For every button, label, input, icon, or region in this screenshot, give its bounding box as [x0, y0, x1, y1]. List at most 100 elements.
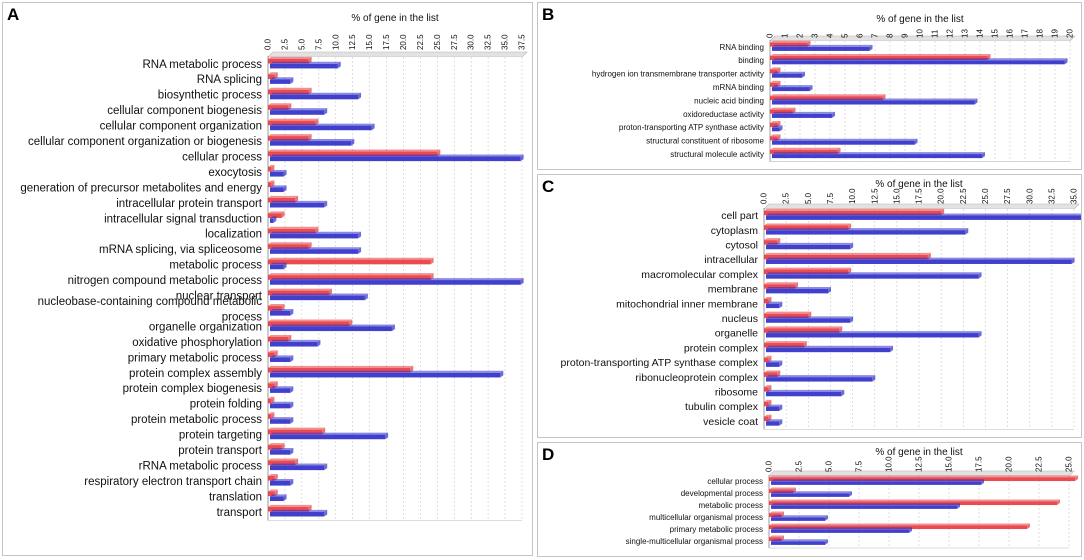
- bar-red-top: [268, 242, 312, 245]
- tick-label: 37.5: [518, 34, 527, 50]
- bar-blue-top: [766, 213, 1081, 216]
- bar-blue-side: [850, 242, 854, 250]
- bar-blue: [270, 465, 325, 471]
- bar-blue: [270, 94, 359, 100]
- bar-blue-top: [270, 355, 294, 358]
- chart-d: % of gene in the list 0.0 2.5 5.0 7.5 10.0 12.…: [626, 447, 1078, 549]
- bar-blue: [270, 280, 521, 285]
- bar-blue-side: [825, 539, 828, 545]
- category-label: organelle: [715, 328, 758, 340]
- tick-label: 35.0: [1070, 188, 1079, 204]
- tick-label: 13: [961, 29, 970, 38]
- bar-red-top: [764, 223, 852, 226]
- panel-label: C: [542, 177, 555, 196]
- tick-label: 7.5: [826, 192, 835, 204]
- bar-blue: [771, 529, 909, 533]
- bar-red-top: [268, 180, 275, 183]
- bar-blue: [270, 249, 359, 254]
- bar-red-top: [268, 211, 285, 214]
- bar-blue: [772, 46, 870, 51]
- tick-label: 35.0: [501, 34, 510, 50]
- tick-label: 1: [781, 33, 790, 38]
- category-label: cytosol: [725, 240, 758, 252]
- bar-red: [268, 290, 329, 296]
- bar-red: [268, 398, 272, 404]
- category-label: tubulin complex: [685, 401, 759, 413]
- bar-blue: [270, 218, 274, 223]
- bar-red: [268, 506, 309, 512]
- bar-blue-side: [965, 228, 969, 235]
- bar-blue-top: [766, 242, 854, 245]
- bar-blue: [270, 187, 284, 193]
- bar-blue-top: [766, 375, 876, 378]
- bar-blue-side: [1071, 257, 1075, 264]
- bar-blue: [772, 87, 810, 92]
- bar-blue-top: [771, 503, 960, 506]
- bar-blue: [766, 244, 851, 250]
- chart-c: % of gene in the list 0.0 2.5 5.0 7.5 10.0 12.…: [561, 179, 1081, 430]
- bar-blue: [270, 357, 291, 362]
- bar-blue-top: [270, 478, 294, 481]
- bar-blue: [270, 79, 291, 84]
- bar-blue-top: [270, 448, 294, 451]
- bar-blue-top: [766, 389, 845, 392]
- tick-label: 0.0: [760, 192, 769, 204]
- tick-label: 0.0: [765, 460, 774, 472]
- bar-blue-side: [324, 108, 328, 115]
- category-label: metabolic process: [699, 501, 763, 510]
- bar-blue-top: [766, 272, 982, 275]
- tick-label: 25.0: [1065, 456, 1074, 472]
- bar-red: [268, 89, 309, 95]
- bar-red-top: [764, 326, 843, 329]
- category-label: protein complex assembly: [129, 368, 262, 380]
- tick-label: 27.5: [1003, 188, 1012, 204]
- bar-blue-side: [890, 345, 893, 353]
- bar-red-top: [769, 523, 1030, 526]
- bar-red-top: [268, 56, 312, 59]
- bar-red-side: [1027, 523, 1030, 530]
- category-label: translation: [209, 491, 262, 503]
- bar-red: [770, 69, 778, 74]
- bar-blue-side: [283, 494, 287, 502]
- bar-red-top: [769, 511, 784, 514]
- bar-blue: [270, 434, 386, 440]
- bar-blue-side: [520, 278, 524, 285]
- tick-label: 20.0: [399, 34, 408, 50]
- bar-red: [268, 429, 323, 435]
- bar-red-top: [770, 54, 991, 57]
- bar-red: [764, 269, 849, 274]
- tick-label: 8: [886, 33, 895, 38]
- bar-blue-side: [957, 503, 960, 509]
- bar-blue-top: [766, 419, 783, 422]
- bar-red: [268, 491, 275, 497]
- bar-red: [268, 336, 289, 342]
- chart-a: % of gene in the list 0.0 2.5 5.0 7.5 10.0 12.…: [20, 13, 528, 521]
- bar-blue-top: [766, 301, 783, 304]
- category-label: nitrogen compound metabolic process: [68, 275, 263, 287]
- bar-red: [268, 321, 350, 327]
- bar-blue: [772, 154, 982, 159]
- tick-label: 16: [1006, 29, 1015, 38]
- bar-blue-side: [391, 324, 395, 332]
- tick-label: 5.0: [297, 38, 306, 50]
- bar-blue-top: [270, 278, 524, 281]
- category-label: binding: [738, 56, 764, 65]
- category-label: structural molecule activity: [670, 150, 764, 159]
- bar-red: [764, 372, 778, 377]
- bar-blue-side: [290, 448, 294, 455]
- category-label: cellular component organization or bioge…: [28, 136, 262, 148]
- bar-blue: [766, 421, 780, 426]
- bar-blue-top: [766, 316, 854, 319]
- bar-blue-top: [270, 370, 504, 373]
- bar-blue-top: [772, 125, 783, 128]
- bar-blue-top: [270, 401, 294, 404]
- bar-blue-top: [771, 539, 828, 542]
- bar-blue-side: [1064, 58, 1068, 65]
- bar-blue-side: [825, 515, 828, 521]
- bar-blue-side: [981, 479, 984, 485]
- bar-blue: [270, 233, 359, 239]
- bar-blue-top: [270, 108, 328, 111]
- bar-blue-top: [270, 262, 287, 265]
- bar-blue-side: [273, 216, 277, 223]
- bar-blue-side: [324, 463, 328, 471]
